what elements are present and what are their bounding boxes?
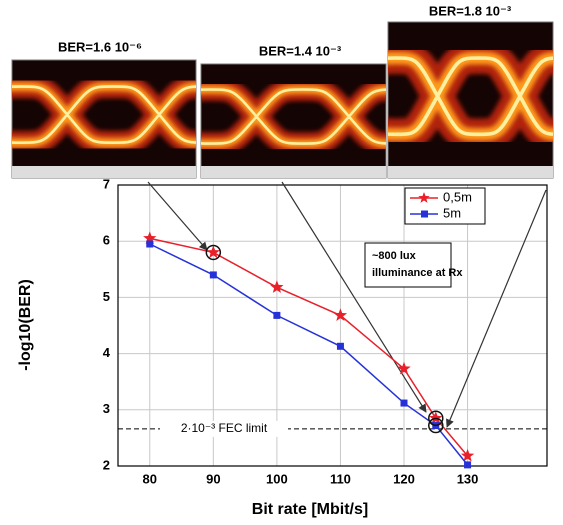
figure: BER=1.6 10⁻⁶ BER=1.4 10⁻³ BER=1.8 10⁻³ -… — [0, 0, 563, 525]
y-tick-label: 4 — [103, 345, 111, 360]
x-tick-label: 130 — [457, 471, 479, 486]
square-marker — [210, 271, 217, 278]
square-marker — [273, 312, 280, 319]
fec-limit-label: 2·10⁻³ FEC limit — [181, 421, 268, 435]
eye-label: BER=1.6 10⁻⁶ — [58, 39, 142, 54]
eye-label: BER=1.8 10⁻³ — [429, 3, 512, 18]
square-marker — [337, 343, 344, 350]
note-text: illuminance at Rx — [372, 267, 463, 279]
x-tick-label: 100 — [266, 471, 288, 486]
legend-square — [421, 211, 428, 218]
y-tick-label: 7 — [103, 176, 110, 191]
square-marker — [146, 241, 153, 248]
x-axis-label: Bit rate [Mbit/s] — [252, 501, 368, 518]
plot: 2 3 4 5 6 7 80 90 100 110 120 130 2·10⁻³ FEC limit 0,… — [103, 176, 547, 486]
square-marker — [464, 461, 471, 468]
y-tick-label: 5 — [103, 289, 110, 304]
legend-label: 0,5m — [443, 189, 472, 204]
y-tick-label: 2 — [103, 457, 110, 472]
arrow — [447, 190, 546, 427]
eye-footer — [388, 166, 553, 178]
square-marker — [401, 400, 408, 407]
x-tick-label: 110 — [330, 471, 351, 486]
legend-label: 5m — [443, 205, 461, 220]
eye-label: BER=1.4 10⁻³ — [259, 43, 342, 58]
y-tick-label: 3 — [103, 401, 110, 416]
x-tick-label: 120 — [393, 471, 415, 486]
y-axis-label: -log10(BER) — [17, 279, 34, 371]
x-tick-label: 90 — [206, 471, 220, 486]
y-tick-label: 6 — [103, 233, 110, 248]
note-text: ~800 lux — [372, 250, 417, 262]
x-tick-label: 80 — [143, 471, 157, 486]
eye-footer — [201, 166, 386, 178]
